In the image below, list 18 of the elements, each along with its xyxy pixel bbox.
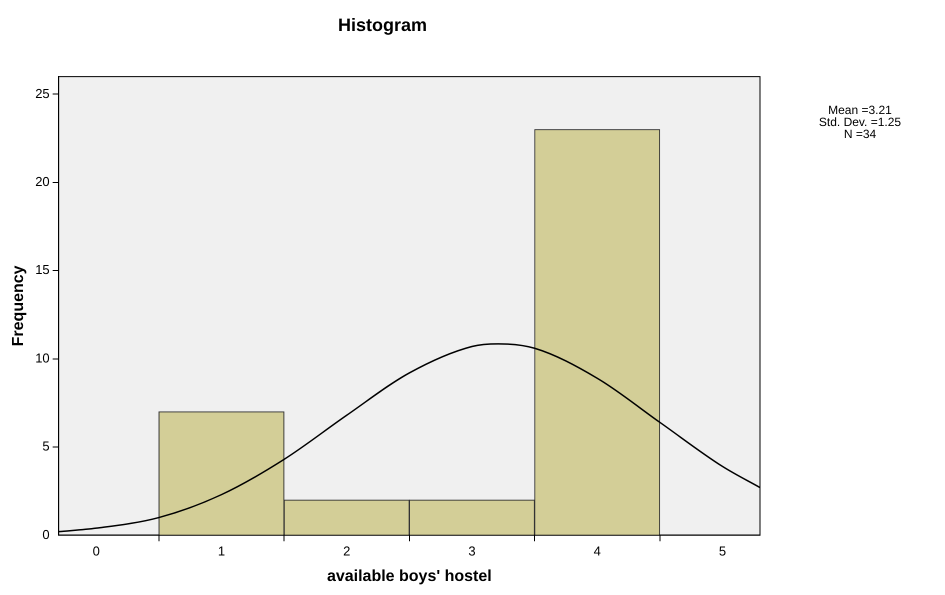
chart-title: Histogram <box>338 14 428 35</box>
x-tick-label: 3 <box>468 544 476 559</box>
y-tick-label: 25 <box>35 86 50 101</box>
x-tick-label: 5 <box>718 544 726 559</box>
text: N =34 <box>842 127 878 141</box>
x-tick-label: 2 <box>343 544 350 559</box>
y-tick-label: 15 <box>35 262 50 278</box>
x-axis-title: available boys' hostel <box>326 568 492 585</box>
text: Std. Dev. =1.25 <box>818 115 902 129</box>
text: Mean =3.21 <box>827 103 893 117</box>
y-tick-label: 0 <box>42 526 50 542</box>
x-tick-label: 1 <box>218 544 226 559</box>
y-tick-label: 5 <box>42 438 50 454</box>
y-tick-label: 20 <box>35 174 50 190</box>
x-tick-label: 0 <box>92 544 100 559</box>
x-tick-label: 4 <box>594 544 601 559</box>
y-axis-title: Frequency <box>10 265 28 346</box>
y-tick-label: 10 <box>35 350 50 366</box>
